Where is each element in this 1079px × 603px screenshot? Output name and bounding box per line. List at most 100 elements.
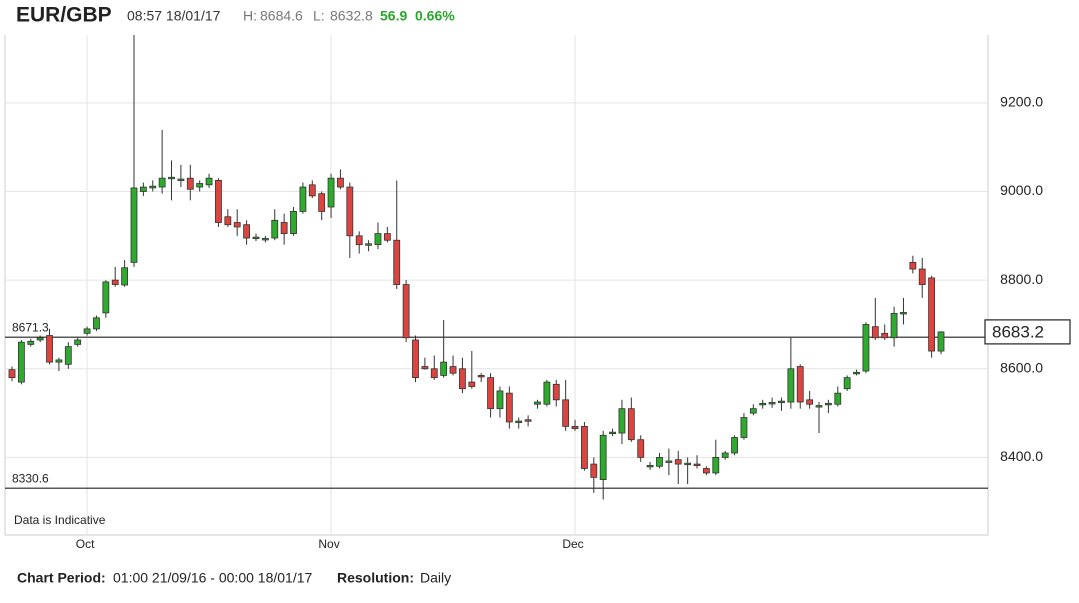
price-box: [984, 319, 1071, 345]
candle-body: [205, 177, 213, 186]
candle-body: [674, 459, 682, 465]
low-label: L:: [313, 8, 325, 24]
candle-body: [280, 222, 288, 234]
candle-body: [430, 368, 438, 379]
candle-body: [252, 236, 260, 240]
candle-body: [778, 400, 785, 404]
candle-body: [83, 328, 91, 334]
resolution-label: Resolution:: [337, 570, 414, 586]
candle-body: [768, 402, 776, 405]
candle-body: [871, 326, 879, 339]
candle-body: [468, 381, 476, 387]
candle-body: [27, 340, 35, 345]
candle-body: [656, 457, 663, 467]
candle-body: [74, 339, 82, 345]
candle-body: [684, 462, 692, 466]
candle-body: [487, 377, 494, 410]
candle-body: [646, 465, 654, 468]
y-tick-label: 8600.0: [1000, 359, 1043, 375]
candle-body: [759, 402, 767, 406]
candle-body: [834, 392, 842, 405]
candle-body: [900, 312, 907, 315]
candle-body: [186, 177, 194, 190]
change-pct: 0.66%: [415, 8, 455, 24]
candle-body: [740, 417, 748, 438]
candle-body: [590, 463, 598, 478]
candle-body: [196, 183, 204, 188]
high-value: 8684.6: [260, 8, 303, 24]
candle-body: [139, 186, 147, 192]
candle-body: [290, 211, 297, 234]
candle-body: [365, 243, 372, 246]
candle-body: [93, 317, 100, 330]
candle-body: [496, 390, 504, 410]
candle-body: [928, 277, 936, 352]
candle-body: [562, 399, 570, 427]
timestamp: 08:57 18/01/17: [127, 8, 221, 24]
candle-body: [440, 361, 448, 376]
candle-body: [17, 341, 25, 383]
candle-body: [158, 177, 166, 188]
note: Data is Indicative: [14, 513, 106, 527]
candle-body: [271, 219, 279, 239]
candle-body: [890, 312, 898, 339]
candle-body: [261, 238, 269, 241]
candle-body: [64, 346, 72, 365]
y-tick-label: 8800.0: [1000, 271, 1043, 287]
candle-body: [243, 224, 250, 239]
candle-body: [421, 366, 429, 370]
candle-body: [731, 437, 738, 454]
candle-body: [627, 408, 635, 441]
candle-body: [599, 434, 607, 480]
candle-body: [524, 419, 532, 422]
candle-body: [327, 177, 335, 208]
candle-body: [909, 261, 917, 270]
candle-body: [8, 369, 16, 379]
candle-body: [862, 324, 870, 372]
candle-body: [224, 216, 232, 226]
candle-body: [571, 426, 579, 430]
x-tick-label: Nov: [318, 537, 339, 551]
candle-body: [843, 377, 851, 390]
candle-body: [581, 426, 588, 469]
x-tick-label: Oct: [76, 537, 95, 551]
candle-body: [402, 284, 410, 339]
candle-body: [515, 420, 523, 423]
candle-body: [36, 337, 44, 341]
candle-body: [102, 281, 110, 314]
candle-body: [46, 335, 53, 363]
candle-body: [355, 235, 363, 246]
high-label: H:: [243, 8, 257, 24]
candle-body: [121, 267, 129, 286]
candle-body: [337, 177, 344, 188]
candle-body: [937, 331, 945, 352]
reference-label: 8330.6: [12, 471, 49, 485]
y-tick-label: 9000.0: [1000, 182, 1043, 198]
reference-label: 8671.3: [12, 320, 49, 334]
y-tick-label: 8400.0: [1000, 448, 1043, 464]
candle-body: [787, 368, 795, 403]
candle-body: [477, 375, 485, 378]
period-label: Chart Period:: [17, 570, 106, 586]
candle-body: [618, 408, 626, 434]
candle-body: [393, 239, 401, 285]
candle-body: [215, 179, 222, 223]
candle-body: [374, 233, 382, 246]
candle-body: [721, 452, 729, 458]
candle-body: [824, 402, 832, 406]
candle-body: [111, 279, 119, 285]
candle-body: [346, 186, 354, 237]
candle-body: [712, 457, 720, 474]
candle-body: [55, 359, 63, 363]
candle-body: [637, 439, 645, 458]
candle-body: [299, 186, 307, 212]
candle-body: [693, 463, 701, 466]
x-tick-label: Dec: [562, 537, 583, 551]
candle-body: [609, 431, 616, 435]
y-tick-label: 9200.0: [1000, 94, 1043, 110]
candle-body: [459, 368, 466, 390]
candle-body: [168, 176, 175, 180]
symbol: EUR/GBP: [16, 4, 112, 27]
candle-body: [703, 468, 710, 474]
